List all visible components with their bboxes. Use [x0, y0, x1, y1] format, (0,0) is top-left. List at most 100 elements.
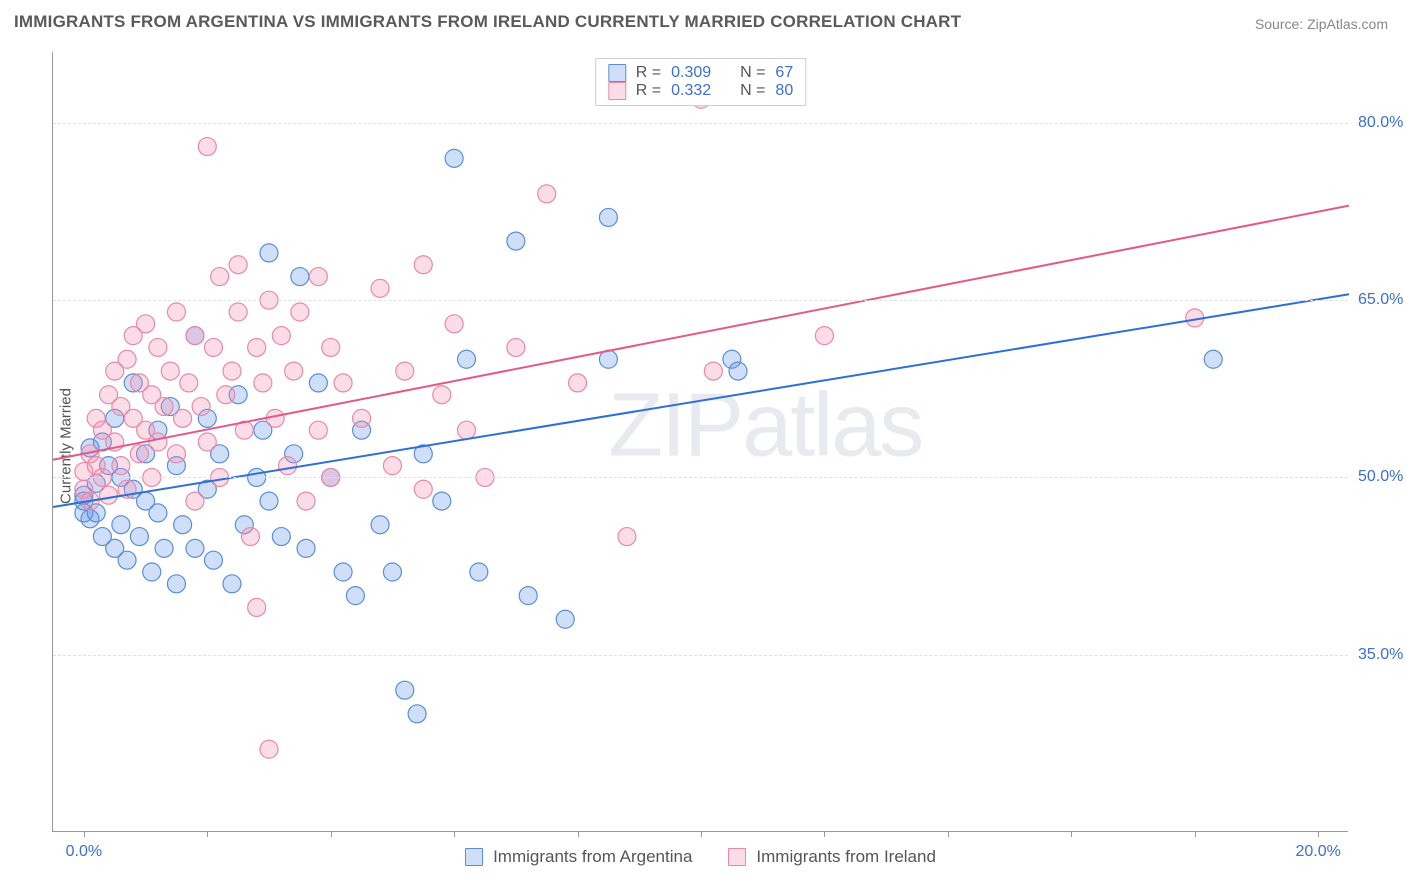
- x-tick-label: 0.0%: [66, 843, 102, 861]
- scatter-point-argentina: [309, 374, 327, 392]
- scatter-point-ireland: [322, 338, 340, 356]
- scatter-point-argentina: [291, 268, 309, 286]
- trend-line-ireland: [53, 206, 1349, 460]
- scatter-point-ireland: [507, 338, 525, 356]
- scatter-point-ireland: [538, 185, 556, 203]
- scatter-point-ireland: [260, 740, 278, 758]
- x-tick: [824, 831, 825, 837]
- scatter-point-ireland: [211, 268, 229, 286]
- scatter-point-ireland: [149, 338, 167, 356]
- scatter-svg: [53, 52, 1348, 831]
- scatter-point-argentina: [118, 551, 136, 569]
- x-tick: [207, 831, 208, 837]
- scatter-point-ireland: [433, 386, 451, 404]
- legend-label-argentina: Immigrants from Argentina: [493, 847, 692, 867]
- n-label: N =: [740, 82, 765, 100]
- r-value-argentina: 0.309: [671, 64, 711, 82]
- scatter-point-argentina: [272, 528, 290, 546]
- legend-label-ireland: Immigrants from Ireland: [756, 847, 936, 867]
- scatter-point-argentina: [396, 681, 414, 699]
- scatter-point-ireland: [815, 327, 833, 345]
- legend-item-ireland: Immigrants from Ireland: [728, 847, 936, 867]
- x-tick: [84, 831, 85, 837]
- scatter-point-ireland: [217, 386, 235, 404]
- scatter-point-ireland: [291, 303, 309, 321]
- scatter-point-ireland: [167, 445, 185, 463]
- scatter-point-argentina: [260, 492, 278, 510]
- scatter-point-argentina: [729, 362, 747, 380]
- chart-title: IMMIGRANTS FROM ARGENTINA VS IMMIGRANTS …: [14, 12, 961, 32]
- scatter-point-ireland: [118, 350, 136, 368]
- scatter-point-ireland: [198, 138, 216, 156]
- scatter-point-ireland: [272, 327, 290, 345]
- swatch-argentina-bottom: [465, 848, 483, 866]
- scatter-point-ireland: [223, 362, 241, 380]
- scatter-point-ireland: [371, 279, 389, 297]
- n-value-argentina: 67: [775, 64, 793, 82]
- scatter-point-argentina: [599, 208, 617, 226]
- scatter-point-argentina: [519, 587, 537, 605]
- scatter-point-ireland: [279, 457, 297, 475]
- scatter-point-ireland: [569, 374, 587, 392]
- x-tick: [454, 831, 455, 837]
- scatter-point-ireland: [186, 327, 204, 345]
- source-link[interactable]: ZipAtlas.com: [1307, 16, 1388, 32]
- scatter-point-argentina: [149, 504, 167, 522]
- scatter-point-argentina: [383, 563, 401, 581]
- x-tick: [1071, 831, 1072, 837]
- legend-row-argentina: R = 0.309 N = 67: [608, 64, 793, 82]
- scatter-point-ireland: [204, 338, 222, 356]
- r-label: R =: [636, 64, 661, 82]
- scatter-point-ireland: [457, 421, 475, 439]
- scatter-point-argentina: [204, 551, 222, 569]
- x-tick: [1318, 831, 1319, 837]
- source-label: Source:: [1255, 16, 1307, 32]
- scatter-point-ireland: [180, 374, 198, 392]
- scatter-point-ireland: [353, 409, 371, 427]
- scatter-point-argentina: [507, 232, 525, 250]
- y-tick-label: 65.0%: [1358, 291, 1406, 309]
- scatter-point-argentina: [130, 528, 148, 546]
- r-value-ireland: 0.332: [671, 82, 711, 100]
- scatter-point-argentina: [445, 149, 463, 167]
- r-label: R =: [636, 82, 661, 100]
- scatter-point-argentina: [1204, 350, 1222, 368]
- chart-plot-area: ZIPatlas R = 0.309 N = 67 R = 0.332 N = …: [52, 52, 1348, 832]
- scatter-point-argentina: [174, 516, 192, 534]
- correlation-legend: R = 0.309 N = 67 R = 0.332 N = 80: [595, 58, 806, 106]
- scatter-point-ireland: [174, 409, 192, 427]
- scatter-point-argentina: [371, 516, 389, 534]
- scatter-point-ireland: [618, 528, 636, 546]
- scatter-point-ireland: [414, 256, 432, 274]
- y-tick-label: 50.0%: [1358, 468, 1406, 486]
- x-tick: [948, 831, 949, 837]
- scatter-point-ireland: [309, 268, 327, 286]
- scatter-point-ireland: [229, 303, 247, 321]
- gridline-h: [53, 655, 1348, 656]
- swatch-ireland: [608, 82, 626, 100]
- scatter-point-argentina: [470, 563, 488, 581]
- scatter-point-ireland: [297, 492, 315, 510]
- legend-item-argentina: Immigrants from Argentina: [465, 847, 692, 867]
- scatter-point-ireland: [167, 303, 185, 321]
- scatter-point-argentina: [297, 539, 315, 557]
- scatter-point-ireland: [137, 315, 155, 333]
- gridline-h: [53, 477, 1348, 478]
- scatter-point-ireland: [334, 374, 352, 392]
- scatter-point-ireland: [254, 374, 272, 392]
- trend-line-argentina: [53, 294, 1349, 507]
- x-tick: [578, 831, 579, 837]
- series-legend: Immigrants from Argentina Immigrants fro…: [53, 847, 1348, 867]
- scatter-point-argentina: [408, 705, 426, 723]
- y-tick-label: 80.0%: [1358, 114, 1406, 132]
- y-tick-label: 35.0%: [1358, 646, 1406, 664]
- scatter-point-ireland: [149, 433, 167, 451]
- scatter-point-ireland: [198, 433, 216, 451]
- scatter-point-argentina: [223, 575, 241, 593]
- scatter-point-ireland: [229, 256, 247, 274]
- scatter-point-ireland: [396, 362, 414, 380]
- scatter-point-ireland: [383, 457, 401, 475]
- scatter-point-argentina: [334, 563, 352, 581]
- scatter-point-argentina: [155, 539, 173, 557]
- scatter-point-ireland: [155, 398, 173, 416]
